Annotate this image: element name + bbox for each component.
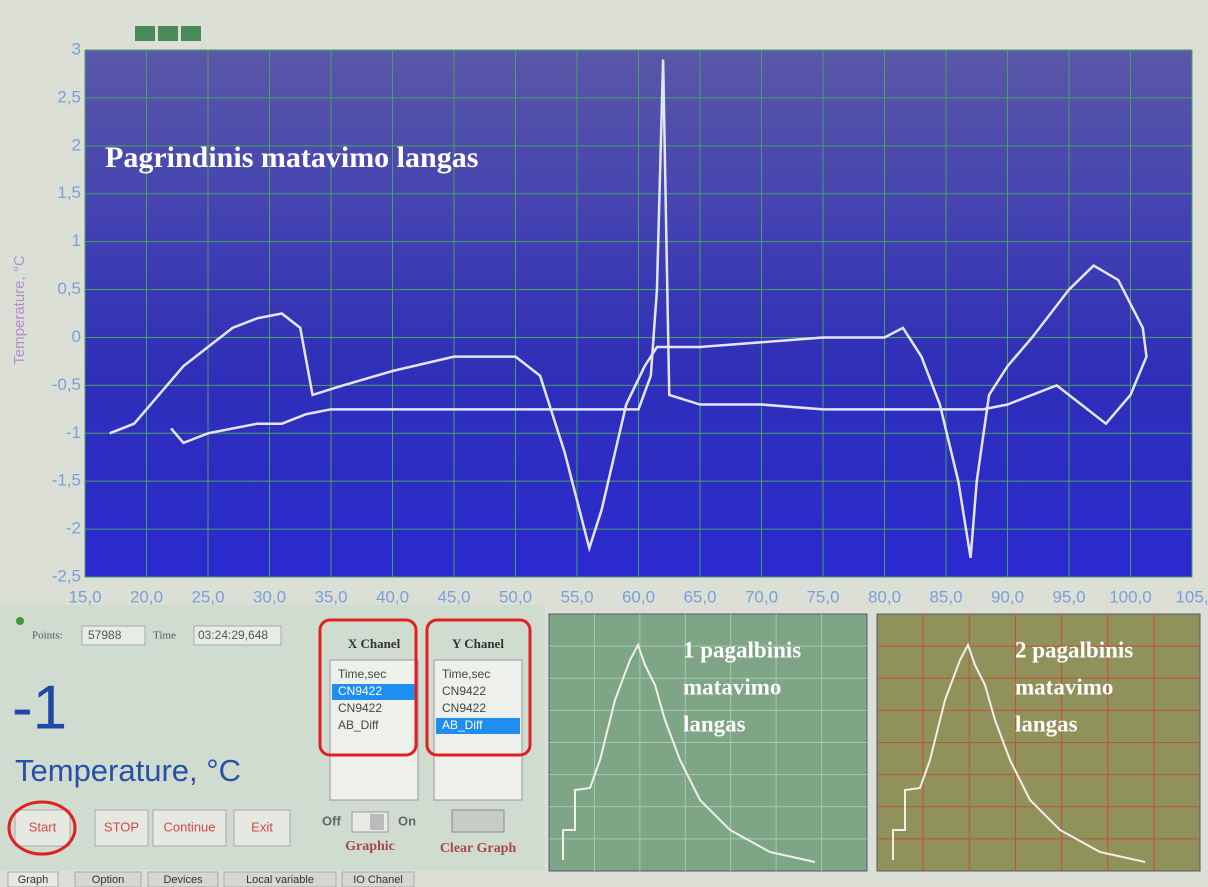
time-value: 03:24:29,648 [198,628,268,642]
tab-label: Option [92,874,124,886]
points-label: Points: [32,630,63,642]
x-tick-label: 100,0 [1109,587,1152,606]
x-tick-label: 25,0 [191,587,224,606]
tab-label: Graph [18,874,49,886]
list-title: X Chanel [348,636,401,651]
unit: Temperature, °C [15,753,241,788]
x-tick-label: 70,0 [745,587,778,606]
y-tick-label: -2,5 [52,566,81,585]
y-tick-label: -2 [66,519,81,538]
y-tick-label: 2 [72,135,81,154]
aux-title: langas [683,711,746,736]
list-item[interactable]: Time,sec [442,667,490,681]
button-label: Start [29,819,57,834]
x-tick-label: 55,0 [560,587,593,606]
y-axis-label: Temperature, °C [11,255,28,365]
status-led [16,617,24,625]
y-tick-label: -0,5 [52,375,81,394]
y-tick-label: -1,5 [52,471,81,490]
aux-title: matavimo [683,674,781,699]
x-tick-label: 20,0 [130,587,163,606]
x-tick-label: 105, [1175,587,1208,606]
y-tick-label: -1 [66,423,81,442]
x-tick-label: 90,0 [991,587,1024,606]
y-tick-label: 0,5 [57,279,81,298]
y-tick-label: 0 [72,327,81,346]
page: 15,0 20,0 25,0 30,0 35,0 40,0 45,0 50,0 55,0 60,0… [0,0,1208,887]
switch-on: On [398,813,416,828]
tab-label: Local variable [246,874,314,886]
x-tick-label: 50,0 [499,587,532,606]
aux-title: langas [1015,711,1078,736]
x-tick-label: 95,0 [1052,587,1085,606]
x-tick-label: 75,0 [806,587,839,606]
list-item[interactable]: CN9422 [338,701,382,715]
x-tick-label: 85,0 [929,587,962,606]
switch-knob [370,814,384,830]
list-item[interactable]: CN9422 [442,701,486,715]
list-title: Y Chanel [452,636,504,651]
list-item[interactable]: CN9422 [338,684,382,698]
aux-title: matavimo [1015,674,1113,699]
aux-title: 2 pagalbinis [1015,637,1133,662]
button-label: Continue [163,819,215,834]
aux-title: 1 pagalbinis [683,637,801,662]
reading: -1 [12,673,67,742]
list-item[interactable]: AB_Diff [442,718,483,732]
toolbar [135,26,201,41]
switch-label: Graphic [345,839,395,854]
y-tick-label: 1 [72,231,81,250]
x-tick-label: 45,0 [437,587,470,606]
points-value: 57988 [88,628,122,642]
time-label: Time [153,630,176,642]
tab-label: IO Chanel [353,874,403,886]
list-item[interactable]: CN9422 [442,684,486,698]
x-tick-label: 30,0 [253,587,286,606]
main-title: Pagrindinis matavimo langas [105,141,478,174]
list-item[interactable]: AB_Diff [338,718,379,732]
y-tick-label: 2,5 [57,87,81,106]
clear-button[interactable] [452,810,504,832]
button-label: Exit [251,819,273,834]
x-tick-label: 40,0 [376,587,409,606]
x-tick-label: 15,0 [68,587,101,606]
x-tick-label: 65,0 [683,587,716,606]
y-tick-label: 3 [72,39,81,58]
y-tick-label: 1,5 [57,183,81,202]
x-tick-label: 60,0 [622,587,655,606]
screen: 15,0 20,0 25,0 30,0 35,0 40,0 45,0 50,0 55,0 60,0… [0,0,1208,887]
tab-label: Devices [163,874,203,886]
x-tick-label: 80,0 [868,587,901,606]
switch-off: Off [322,813,341,828]
list-item[interactable]: Time,sec [338,667,386,681]
clear-label: Clear Graph [440,841,517,856]
x-tick-label: 35,0 [314,587,347,606]
button-label: STOP [104,819,139,834]
